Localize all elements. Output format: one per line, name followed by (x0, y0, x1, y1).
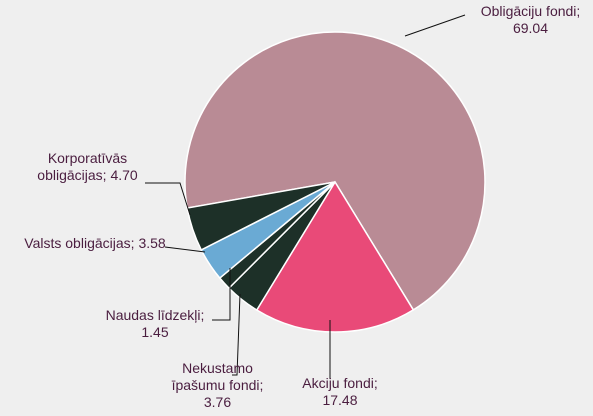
value-label: 69.04 (512, 20, 549, 36)
pie-slice (186, 181, 336, 251)
leader-line (404, 14, 466, 37)
category-label: Obligāciju fondi; (480, 3, 581, 19)
value-label: 4.70 (110, 167, 138, 183)
category-label: Naudas līdzekļi; (105, 307, 205, 323)
category-label: Korporatīvās obligācijas; (37, 150, 128, 183)
leader-line (232, 293, 241, 376)
value-label: 3.76 (203, 394, 232, 410)
category-label: Valsts obligācijas; (24, 235, 135, 251)
pie-slice (184, 31, 486, 311)
value-label: 1.45 (141, 324, 169, 340)
value-label: 17.48 (322, 392, 358, 408)
slice-label: Korporatīvās obligācijas; 4.70 (20, 150, 155, 184)
slice-label: Valsts obligācijas; 3.58 (20, 235, 170, 252)
category-label: Nekustamo īpašumu fondi; (171, 360, 264, 393)
slice-label: Obligāciju fondi; 69.04 (463, 3, 593, 37)
leader-line (145, 182, 191, 216)
leader-line (164, 246, 206, 253)
slice-label: Naudas līdzekļi; 1.45 (95, 307, 215, 341)
category-label: Akciju fondi; (302, 375, 378, 391)
leader-line (212, 268, 231, 321)
pie-slice (255, 180, 415, 333)
slice-label: Akciju fondi; 17.48 (285, 375, 395, 409)
value-label: 3.58 (138, 235, 166, 251)
slice-label: Nekustamo īpašumu fondi; 3.76 (160, 360, 275, 411)
